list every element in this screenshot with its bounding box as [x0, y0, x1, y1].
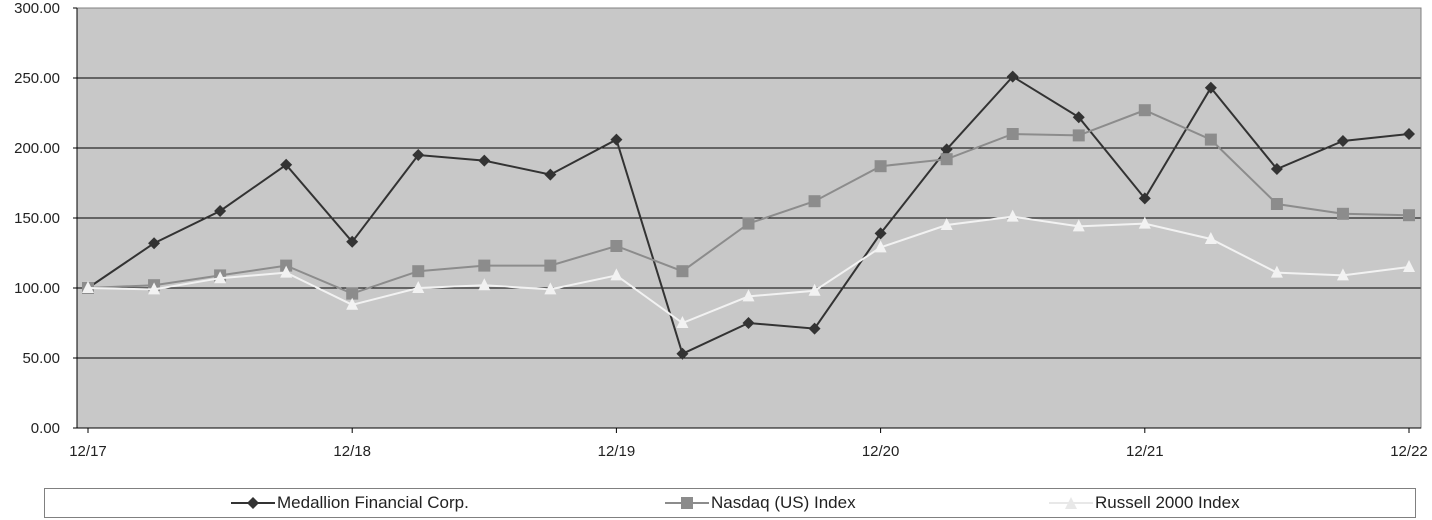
data-point-russell [1138, 216, 1151, 229]
y-tick-label: 200.00 [14, 140, 60, 157]
data-point-medallion [742, 317, 755, 329]
data-point-medallion [1072, 111, 1085, 124]
legend-item-medallion: Medallion Financial Corp. [231, 489, 469, 517]
data-point-nasdaq [478, 259, 491, 272]
data-point-medallion [808, 322, 821, 335]
x-tick-label: 12/18 [333, 443, 371, 460]
y-tick-label: 250.00 [14, 70, 60, 87]
data-point-nasdaq [412, 265, 425, 278]
data-point-nasdaq [1072, 129, 1085, 142]
data-point-medallion [1270, 163, 1283, 175]
data-point-russell [544, 282, 557, 295]
data-point-medallion [346, 235, 359, 248]
data-point-medallion [214, 205, 227, 217]
data-point-medallion [280, 158, 293, 171]
data-point-russell [1204, 232, 1217, 244]
data-point-medallion [478, 154, 491, 167]
data-point-russell [478, 278, 491, 291]
data-point-russell [1336, 268, 1349, 281]
data-point-russell [610, 268, 623, 281]
x-axis-ticks: 12/17 12/18 12/19 12/20 12/21 12/22 [69, 428, 1428, 460]
data-point-russell [808, 283, 821, 296]
data-point-nasdaq [1270, 198, 1283, 210]
data-point-medallion [1336, 135, 1349, 147]
legend-item-russell: Russell 2000 Index [1049, 489, 1240, 517]
data-point-russell [214, 271, 227, 284]
data-point-medallion [544, 168, 557, 181]
data-point-medallion [1006, 70, 1019, 83]
data-point-nasdaq [544, 259, 557, 272]
legend-marker-russell [1049, 497, 1093, 509]
data-point-medallion [610, 133, 623, 146]
y-tick-label: 0.00 [31, 420, 60, 437]
series-russell [82, 209, 1415, 328]
data-point-nasdaq [1138, 104, 1151, 117]
x-tick-label: 12/21 [1126, 443, 1164, 460]
data-point-russell [742, 289, 755, 302]
y-tick-label: 300.00 [14, 0, 60, 17]
data-point-russell [940, 218, 953, 230]
legend-item-nasdaq: Nasdaq (US) Index [665, 489, 856, 517]
data-point-medallion [874, 227, 887, 240]
x-tick-label: 12/19 [598, 443, 636, 460]
legend-marker-medallion [231, 497, 275, 509]
data-point-nasdaq [1006, 128, 1019, 140]
data-point-nasdaq [1403, 209, 1415, 222]
data-point-medallion [148, 237, 161, 250]
y-tick-label: 50.00 [22, 350, 60, 367]
data-point-russell [148, 282, 161, 295]
data-point-medallion [1204, 81, 1217, 94]
y-axis-ticks: 0.00 50.00 100.00 150.00 200.00 250.00 300.00 [14, 0, 77, 437]
data-point-medallion [1138, 192, 1151, 205]
x-tick-label: 12/22 [1390, 443, 1428, 460]
data-point-nasdaq [1336, 207, 1349, 220]
data-point-nasdaq [1204, 133, 1217, 146]
x-tick-label: 12/20 [862, 443, 900, 460]
data-point-nasdaq [742, 217, 755, 230]
data-point-medallion [412, 149, 425, 161]
data-point-nasdaq [874, 160, 887, 173]
data-point-nasdaq [940, 153, 953, 166]
data-point-nasdaq [676, 265, 689, 278]
data-point-russell [1403, 260, 1415, 272]
data-point-nasdaq [808, 195, 821, 208]
series-nasdaq [82, 104, 1415, 300]
data-point-medallion [676, 347, 689, 360]
data-point-medallion [940, 143, 953, 156]
x-tick-label: 12/17 [69, 443, 107, 460]
data-point-russell [1072, 219, 1085, 232]
data-point-russell [676, 316, 689, 328]
data-point-russell [1270, 265, 1283, 278]
line-chart: 0.0050.00100.00150.00200.00250.00300.00 … [14, 0, 1428, 460]
data-point-russell [280, 265, 293, 278]
legend-label-nasdaq: Nasdaq (US) Index [711, 493, 856, 512]
y-tick-label: 100.00 [14, 280, 60, 297]
y-tick-label: 150.00 [14, 210, 60, 227]
legend-marker-nasdaq [665, 497, 709, 509]
data-point-russell [1006, 209, 1019, 222]
series-group [82, 70, 1415, 360]
legend: Medallion Financial Corp. Nasdaq (US) In… [44, 488, 1416, 518]
data-point-russell [874, 240, 887, 253]
legend-label-medallion: Medallion Financial Corp. [277, 493, 469, 512]
data-point-russell [82, 281, 94, 293]
legend-label-russell: Russell 2000 Index [1095, 493, 1240, 512]
series-medallion [82, 70, 1415, 360]
data-point-medallion [1403, 128, 1415, 140]
data-point-nasdaq [610, 240, 623, 252]
data-point-nasdaq [346, 287, 359, 300]
data-point-russell [346, 297, 359, 310]
data-point-russell [412, 281, 425, 293]
